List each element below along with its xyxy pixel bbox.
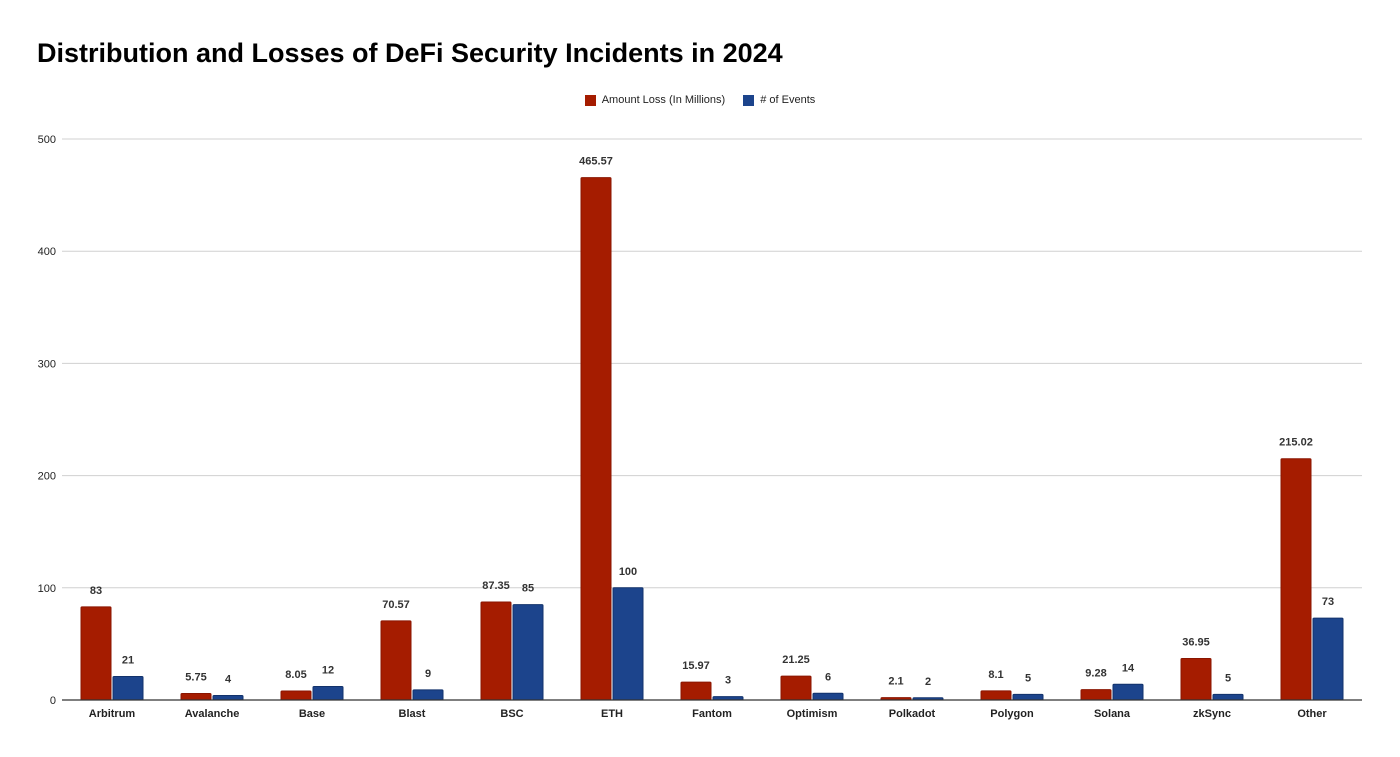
data-label: 215.02 [1279, 437, 1313, 449]
data-label: 9 [425, 668, 431, 680]
bar-amount-loss-other [1280, 458, 1312, 701]
bar-events-blast [412, 689, 444, 701]
x-tick-label: Optimism [787, 708, 838, 720]
y-tick-label: 300 [38, 358, 56, 370]
data-label: 5.75 [185, 672, 206, 684]
bar-events-base [312, 686, 344, 701]
bar-amount-loss-arbitrum [80, 606, 112, 701]
data-label: 8.1 [988, 669, 1003, 681]
bar-amount-loss-blast [380, 620, 412, 701]
x-tick-label: Arbitrum [89, 708, 136, 720]
legend-swatch-events [743, 94, 755, 106]
x-tick-label: Polkadot [889, 708, 936, 720]
bar-amount-loss-polygon [980, 690, 1012, 701]
bar-amount-loss-optimism [780, 675, 812, 701]
data-label: 70.57 [382, 599, 410, 611]
x-tick-label: Fantom [692, 708, 732, 720]
x-tick-label: zkSync [1193, 708, 1231, 720]
data-label: 100 [619, 566, 637, 578]
data-label: 21 [122, 654, 134, 666]
data-label: 21.25 [782, 654, 810, 666]
data-label: 9.28 [1085, 668, 1106, 680]
data-label: 14 [1122, 662, 1135, 674]
data-label: 12 [322, 665, 334, 677]
x-tick-label: BSC [500, 708, 523, 720]
chart-title: Distribution and Losses of DeFi Security… [37, 38, 783, 68]
bar-amount-loss-fantom [680, 681, 712, 701]
x-tick-label: Avalanche [185, 708, 240, 720]
x-tick-label: Blast [399, 708, 426, 720]
bar-events-other [1312, 617, 1344, 701]
y-tick-label: 500 [38, 134, 56, 146]
x-tick-label: Solana [1094, 708, 1131, 720]
data-label: 2 [925, 676, 931, 688]
bar-events-polygon [1012, 693, 1044, 701]
legend-item-amount-loss: Amount Loss (In Millions) [584, 94, 726, 106]
y-tick-label: 400 [38, 246, 56, 258]
bar-events-eth [612, 587, 644, 701]
bar-amount-loss-solana [1080, 689, 1112, 701]
x-tick-label: ETH [601, 708, 623, 720]
bar-amount-loss-eth [580, 177, 612, 701]
bar-events-arbitrum [112, 675, 144, 701]
data-label: 2.1 [888, 676, 903, 688]
legend-label-events: # of Events [760, 94, 816, 106]
y-tick-label: 100 [38, 583, 56, 595]
bar-amount-loss-zksync [1180, 658, 1212, 701]
data-label: 73 [1322, 596, 1334, 608]
data-label: 85 [522, 583, 534, 595]
data-label: 15.97 [682, 660, 710, 672]
legend-swatch-amount-loss [584, 94, 596, 106]
bar-events-solana [1112, 683, 1144, 701]
x-tick-label: Polygon [990, 708, 1034, 720]
data-label: 4 [225, 674, 232, 686]
data-label: 87.35 [482, 580, 510, 592]
x-tick-label: Base [299, 708, 325, 720]
bar-events-avalanche [212, 695, 244, 701]
data-label: 8.05 [285, 669, 306, 681]
legend-label-amount-loss: Amount Loss (In Millions) [601, 94, 726, 106]
data-label: 465.57 [579, 156, 613, 168]
data-label: 5 [1225, 672, 1231, 684]
bar-amount-loss-base [280, 690, 312, 701]
legend: Amount Loss (In Millions) # of Events [0, 94, 1400, 106]
bar-events-bsc [512, 604, 544, 701]
bar-events-optimism [812, 692, 844, 701]
data-label: 3 [725, 675, 731, 687]
bar-amount-loss-bsc [480, 601, 512, 701]
y-tick-label: 0 [50, 695, 56, 707]
data-label: 83 [90, 585, 102, 597]
bar-amount-loss-avalanche [180, 693, 212, 701]
x-tick-label: Other [1297, 708, 1327, 720]
legend-item-events: # of Events [743, 94, 815, 106]
y-tick-label: 200 [38, 471, 56, 483]
data-label: 5 [1025, 672, 1031, 684]
bar-events-zksync [1212, 693, 1244, 701]
data-label: 6 [825, 671, 831, 683]
data-label: 36.95 [1182, 637, 1210, 649]
